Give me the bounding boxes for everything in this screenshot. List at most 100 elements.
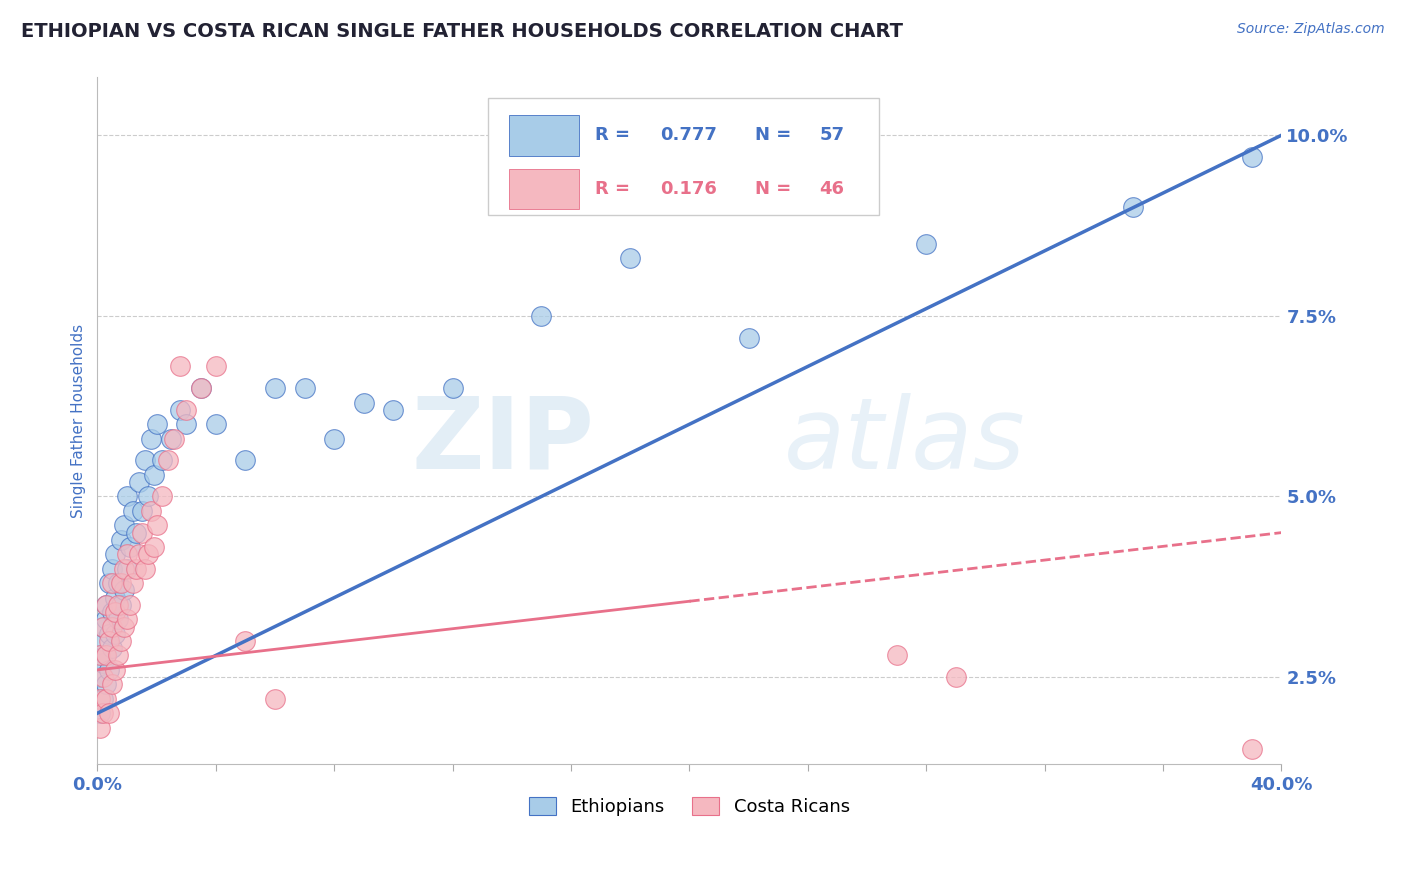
Text: atlas: atlas xyxy=(785,392,1026,490)
Point xyxy=(160,432,183,446)
Point xyxy=(264,691,287,706)
Point xyxy=(115,612,138,626)
Point xyxy=(96,691,118,706)
Point xyxy=(91,619,114,633)
Point xyxy=(125,562,148,576)
Text: 57: 57 xyxy=(820,127,845,145)
Point xyxy=(89,648,111,663)
Point xyxy=(142,467,165,482)
Point xyxy=(98,663,121,677)
Point xyxy=(118,598,141,612)
Point xyxy=(945,670,967,684)
Point xyxy=(112,619,135,633)
Point xyxy=(204,359,226,374)
Point xyxy=(1122,201,1144,215)
Point xyxy=(122,576,145,591)
Point xyxy=(157,453,180,467)
Point xyxy=(142,540,165,554)
Y-axis label: Single Father Households: Single Father Households xyxy=(72,324,86,517)
Text: ETHIOPIAN VS COSTA RICAN SINGLE FATHER HOUSEHOLDS CORRELATION CHART: ETHIOPIAN VS COSTA RICAN SINGLE FATHER H… xyxy=(21,22,903,41)
Point xyxy=(134,453,156,467)
Point xyxy=(110,598,132,612)
Point xyxy=(136,547,159,561)
Point xyxy=(128,547,150,561)
Point xyxy=(98,706,121,721)
Point xyxy=(98,576,121,591)
Point xyxy=(112,518,135,533)
Point xyxy=(101,641,124,656)
Point xyxy=(89,691,111,706)
Point xyxy=(101,605,124,619)
Point xyxy=(107,576,129,591)
Point xyxy=(89,706,111,721)
Point xyxy=(98,634,121,648)
Point xyxy=(101,562,124,576)
Point xyxy=(101,677,124,691)
Point xyxy=(145,518,167,533)
Text: R =: R = xyxy=(595,127,636,145)
Point xyxy=(91,670,114,684)
Point xyxy=(235,453,257,467)
Point xyxy=(294,381,316,395)
Point xyxy=(1240,742,1263,756)
Point xyxy=(104,547,127,561)
Point xyxy=(104,627,127,641)
Point xyxy=(441,381,464,395)
Point xyxy=(264,381,287,395)
Point xyxy=(115,490,138,504)
Point xyxy=(163,432,186,446)
Point xyxy=(91,656,114,670)
Point xyxy=(122,504,145,518)
Point xyxy=(115,562,138,576)
Point xyxy=(104,663,127,677)
Point xyxy=(89,670,111,684)
Point xyxy=(323,432,346,446)
Point xyxy=(139,504,162,518)
Point xyxy=(382,402,405,417)
Point xyxy=(125,525,148,540)
Point xyxy=(152,490,174,504)
FancyBboxPatch shape xyxy=(509,115,579,155)
Point xyxy=(107,648,129,663)
Point xyxy=(96,598,118,612)
Point xyxy=(190,381,212,395)
Point xyxy=(619,251,641,265)
Point xyxy=(169,359,191,374)
Point xyxy=(96,612,118,626)
Point xyxy=(110,634,132,648)
Point xyxy=(190,381,212,395)
Point xyxy=(98,627,121,641)
Point xyxy=(139,432,162,446)
Point xyxy=(737,330,759,344)
Point xyxy=(96,648,118,663)
Point xyxy=(235,634,257,648)
Point xyxy=(104,591,127,605)
Text: Source: ZipAtlas.com: Source: ZipAtlas.com xyxy=(1237,22,1385,37)
Point xyxy=(134,562,156,576)
Point xyxy=(112,583,135,598)
Point xyxy=(128,475,150,489)
Point xyxy=(104,605,127,619)
Point xyxy=(131,504,153,518)
FancyBboxPatch shape xyxy=(509,169,579,210)
Point xyxy=(353,395,375,409)
Point xyxy=(89,648,111,663)
Text: ZIP: ZIP xyxy=(412,392,595,490)
Legend: Ethiopians, Costa Ricans: Ethiopians, Costa Ricans xyxy=(522,789,856,823)
Point xyxy=(91,706,114,721)
Point xyxy=(91,691,114,706)
Point xyxy=(169,402,191,417)
Point xyxy=(136,490,159,504)
Point xyxy=(112,562,135,576)
Text: N =: N = xyxy=(755,180,797,198)
Point xyxy=(118,540,141,554)
Point xyxy=(107,598,129,612)
Point xyxy=(152,453,174,467)
Point xyxy=(530,309,553,323)
Text: 0.777: 0.777 xyxy=(659,127,717,145)
Point xyxy=(96,598,118,612)
FancyBboxPatch shape xyxy=(488,98,879,215)
Point xyxy=(1240,150,1263,164)
Point xyxy=(107,612,129,626)
Point xyxy=(96,648,118,663)
